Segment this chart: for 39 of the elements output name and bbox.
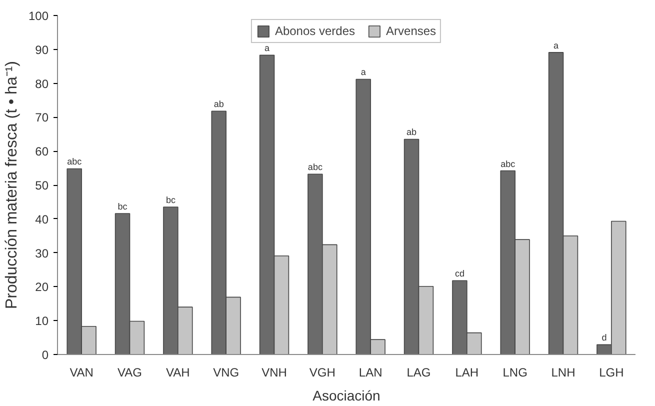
x-tick-label: LAH [455, 366, 479, 380]
y-tick-label: 60 [35, 144, 49, 159]
x-tick-label: VGH [309, 366, 336, 380]
y-tick-label: 30 [35, 246, 49, 260]
x-tick-label: VAG [118, 366, 142, 380]
annotation: bc [118, 201, 128, 212]
y-tick-label: 80 [35, 76, 49, 91]
x-tick-label: VNH [262, 366, 287, 380]
y-tick-label: 0 [42, 348, 49, 362]
y-tick-label: 20 [35, 280, 49, 294]
annotation: ab [406, 127, 417, 138]
x-tick-label: VAN [70, 366, 94, 380]
annotation: a [360, 67, 366, 78]
annotation: a [554, 40, 559, 50]
x-tick-label: LGH [599, 366, 624, 380]
y-axis-title: Producción materia fresca (t • ha⁻¹) [3, 60, 20, 310]
annotation: abc [500, 158, 516, 169]
annotation: d [602, 332, 607, 343]
legend-label: Arvenses [386, 24, 436, 38]
y-tick-label: 50 [35, 178, 49, 192]
annotation: abc [67, 156, 82, 167]
annotation: bc [166, 195, 176, 206]
x-tick-label: LNG [502, 366, 528, 380]
y-tick-label: 90 [35, 42, 49, 57]
x-tick-label: LNH [551, 366, 576, 380]
x-tick-label: VAH [166, 366, 190, 380]
annotation: a [264, 43, 270, 54]
y-tick-label: 10 [35, 314, 49, 328]
x-tick-label: VNG [213, 366, 240, 380]
x-axis-title: Asociación [312, 388, 380, 404]
x-tick-label: LAN [358, 366, 382, 380]
annotation: cd [454, 268, 464, 279]
annotation: ab [214, 99, 224, 110]
annotation: abc [308, 162, 323, 172]
x-tick-label: LAG [406, 366, 431, 380]
y-tick-label: 70 [35, 110, 49, 125]
legend-label: Abonos verdes [274, 24, 356, 38]
y-tick-label: 40 [35, 212, 49, 226]
y-tick-label: 100 [28, 9, 49, 23]
